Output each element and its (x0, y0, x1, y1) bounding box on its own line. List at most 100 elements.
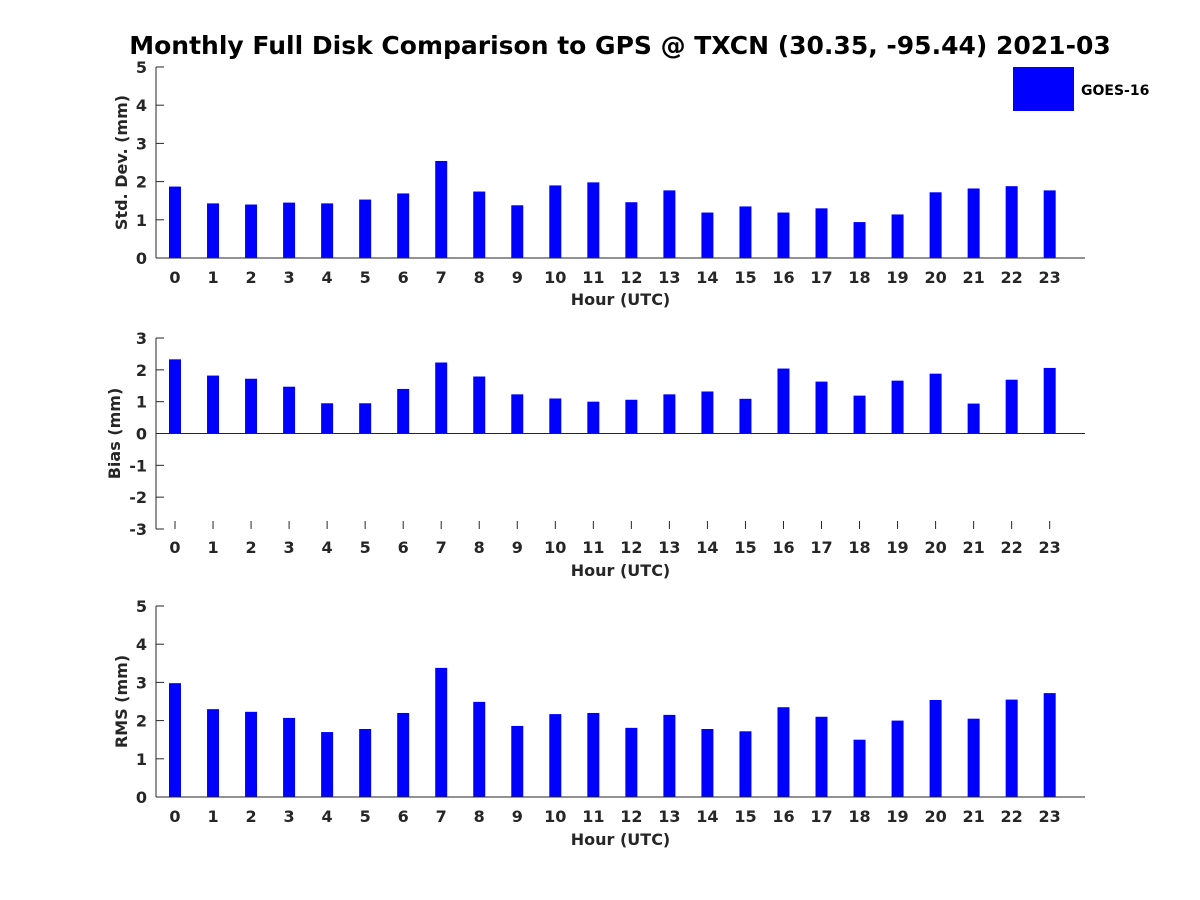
x-tick-label: 11 (582, 538, 604, 557)
bar (473, 191, 486, 258)
x-tick-label: 11 (582, 807, 604, 826)
x-tick-label: 0 (169, 538, 180, 557)
y-axis-label: Std. Dev. (mm) (112, 95, 131, 230)
bar (549, 185, 562, 258)
bar (967, 403, 980, 434)
y-tick-label: -2 (129, 488, 147, 507)
bar (245, 378, 258, 434)
bar (777, 707, 790, 797)
x-tick-label: 2 (245, 268, 256, 287)
bar (701, 391, 714, 434)
bar (283, 717, 296, 797)
y-tick-label: 1 (136, 393, 147, 412)
x-tick-label: 21 (962, 538, 984, 557)
x-tick-label: 2 (245, 538, 256, 557)
legend-swatch (1013, 67, 1074, 111)
bar (435, 667, 448, 797)
x-tick-label: 19 (886, 538, 908, 557)
bar (473, 701, 486, 797)
x-tick-label: 22 (1001, 807, 1023, 826)
bar (549, 398, 562, 434)
bar (511, 725, 524, 797)
x-tick-label: 18 (848, 268, 870, 287)
bar (929, 373, 942, 434)
x-tick-label: 4 (322, 807, 333, 826)
bar (967, 718, 980, 797)
bar (473, 376, 486, 434)
x-axis-label: Hour (UTC) (571, 830, 671, 849)
bar (777, 212, 790, 258)
bar (1005, 379, 1018, 434)
bar (929, 699, 942, 797)
x-tick-label: 15 (734, 268, 756, 287)
bar (663, 714, 676, 797)
x-tick-label: 21 (962, 807, 984, 826)
y-tick-label: 3 (136, 673, 147, 692)
x-tick-label: 20 (924, 538, 946, 557)
x-tick-label: 1 (207, 538, 218, 557)
bar (549, 714, 562, 797)
bar (245, 711, 258, 797)
bar (321, 732, 334, 797)
x-tick-label: 5 (360, 538, 371, 557)
bar (1043, 190, 1056, 258)
y-tick-label: -1 (129, 456, 147, 475)
bar (207, 709, 220, 797)
bar (929, 192, 942, 258)
x-tick-label: 4 (322, 538, 333, 557)
bar (1043, 367, 1056, 434)
bar (359, 729, 372, 797)
y-tick-label: 5 (136, 597, 147, 616)
x-tick-label: 15 (734, 538, 756, 557)
bar (815, 716, 828, 797)
y-tick-label: 3 (136, 329, 147, 348)
y-tick-label: 4 (136, 635, 147, 654)
legend-label: GOES-16 (1081, 83, 1149, 99)
bar (207, 375, 220, 434)
y-tick-label: 1 (136, 211, 147, 230)
x-tick-label: 9 (512, 268, 523, 287)
x-tick-label: 4 (322, 268, 333, 287)
x-tick-label: 0 (169, 268, 180, 287)
bar (511, 394, 524, 434)
x-tick-label: 23 (1039, 538, 1061, 557)
bar (815, 208, 828, 258)
x-tick-label: 22 (1001, 538, 1023, 557)
bar (1005, 699, 1018, 797)
x-tick-label: 7 (436, 268, 447, 287)
x-tick-label: 6 (398, 268, 409, 287)
x-tick-label: 6 (398, 807, 409, 826)
bar (207, 203, 220, 258)
x-tick-label: 14 (696, 268, 718, 287)
x-tick-label: 12 (620, 268, 642, 287)
bar (1043, 693, 1056, 797)
bar (283, 386, 296, 434)
bar (853, 222, 866, 258)
x-tick-label: 15 (734, 807, 756, 826)
bar (397, 388, 410, 434)
x-axis-label: Hour (UTC) (571, 290, 671, 309)
bar (1005, 186, 1018, 258)
x-tick-label: 16 (772, 538, 794, 557)
bar (587, 182, 600, 258)
x-tick-label: 8 (474, 807, 485, 826)
bar (625, 399, 638, 434)
bar (701, 212, 714, 258)
y-tick-label: 2 (136, 361, 147, 380)
x-tick-label: 23 (1039, 268, 1061, 287)
bar (777, 368, 790, 434)
x-tick-label: 3 (284, 807, 295, 826)
x-tick-label: 1 (207, 807, 218, 826)
x-tick-label: 17 (810, 538, 832, 557)
x-tick-label: 12 (620, 807, 642, 826)
x-tick-label: 8 (474, 268, 485, 287)
bar (739, 731, 752, 797)
x-tick-label: 6 (398, 538, 409, 557)
bar (853, 395, 866, 434)
y-tick-label: 0 (136, 425, 147, 444)
bar (169, 186, 181, 258)
x-tick-label: 17 (810, 807, 832, 826)
y-tick-label: 5 (136, 58, 147, 77)
bar (701, 729, 714, 797)
